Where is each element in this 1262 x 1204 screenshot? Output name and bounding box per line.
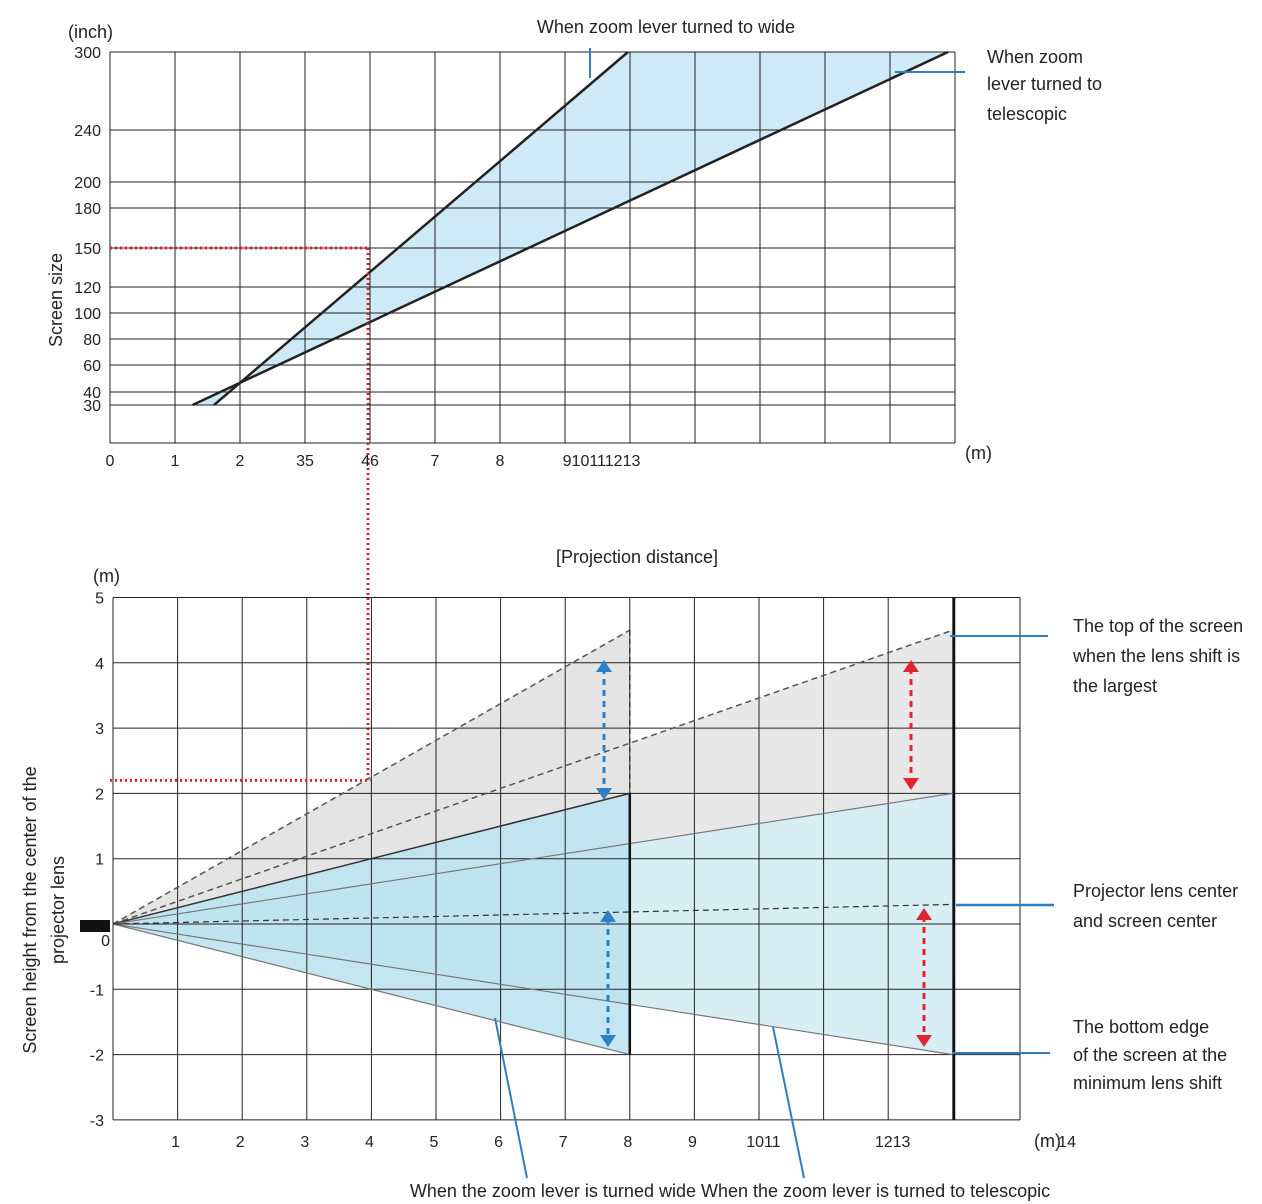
bottom-x-tick-label: 1011 (746, 1134, 781, 1151)
tele-top-shift-arrow-head-up (903, 660, 919, 672)
tele-annotation-line1: When zoom (987, 47, 1083, 67)
bottom-x-tick-label: 8 (623, 1134, 632, 1151)
wide-bottom-edge (112, 923, 630, 1056)
top-y-tick-label: 150 (74, 241, 101, 258)
wide-series-line (213, 51, 629, 406)
top-x-tick-label: 2 (236, 453, 245, 470)
bottom-x-tick-label: 5 (430, 1134, 439, 1151)
top-x-tick-label: 35 (296, 453, 314, 470)
top-y-tick-label: 180 (74, 201, 101, 218)
bottom-y-tick-label: 5 (95, 591, 104, 608)
bottom-y-tick-label: -3 (90, 1113, 104, 1130)
bottom-y-tick-label: -2 (90, 1048, 104, 1065)
bottom-x-unit: (m) (1034, 1131, 1061, 1151)
top-x-tick-label: 7 (431, 453, 440, 470)
wide-top-max-edge (112, 629, 631, 925)
wide-footer-leader (494, 1017, 528, 1179)
bottom-y-tick-label: 4 (95, 656, 104, 673)
bottom-x-tick-label: 3 (300, 1134, 309, 1151)
top-x-unit: (m) (965, 443, 992, 463)
bottom-y-unit: (m) (93, 566, 120, 586)
projector-icon (80, 920, 110, 932)
top-y-tick-label: 240 (74, 123, 101, 140)
center-annotation-line1: Projector lens center (1073, 881, 1238, 901)
top-y-tick-label: 300 (74, 45, 101, 62)
tele-bottom-shift-arrow-head-up (916, 908, 932, 920)
top-y-tick-label: 60 (83, 358, 101, 375)
bottom-y-label-line2: projector lens (48, 856, 68, 964)
bottom-y-tick-label: 2 (95, 786, 104, 803)
top-x-tick-label: 910111213 (563, 453, 641, 470)
top-y-unit: (inch) (68, 22, 113, 42)
tele-series-line (191, 50, 949, 407)
tele-top-max-edge (112, 629, 954, 925)
top-x-tick-label: 0 (106, 453, 115, 470)
top-chart: 0 1 2 35 46 7 8 9101112133002402001801501201008… (46, 17, 1102, 780)
wide-bottom-shift-arrow-head-down (600, 1035, 616, 1047)
tele-top-shift-arrow-head-down (903, 778, 919, 790)
bottom-x-tick-label: 1 (171, 1134, 180, 1151)
bottom-y-label-line1: Screen height from the center of the (20, 766, 40, 1053)
bottom-y-tick-label: 0 (101, 933, 110, 950)
bottom-x-tick-label: 1213 (875, 1134, 911, 1151)
bottom-x-tick-label: 2 (236, 1134, 245, 1151)
wide-annotation: When zoom lever turned to wide (537, 17, 795, 37)
top-y-tick-label: 80 (83, 332, 101, 349)
top-x-label: [Projection distance] (556, 547, 718, 567)
top-y-tick-label: 120 (74, 280, 101, 297)
bottom-x-tick-label: 14 (1058, 1134, 1076, 1151)
tele-annotation-line2: lever turned to (987, 74, 1102, 94)
bottom-x-tick-label: 9 (688, 1134, 697, 1151)
center-annotation-line2: and screen center (1073, 911, 1217, 931)
bottom-y-tick-label: -1 (90, 982, 104, 999)
wide-top-min-edge (112, 792, 630, 925)
wide-top-shift-arrow-head-down (596, 788, 612, 800)
top-annotation-line2: when the lens shift is (1072, 646, 1240, 666)
wide-top-shift-arrow-head-up (596, 660, 612, 672)
tele-top-min-edge (112, 792, 953, 925)
top-x-tick-label: 8 (496, 453, 505, 470)
bottom-annotation-line2: of the screen at the (1073, 1045, 1227, 1065)
bottom-annotation-line3: minimum lens shift (1073, 1073, 1222, 1093)
tele-bottom-edge (112, 923, 953, 1056)
bottom-x-tick-label: 7 (559, 1134, 568, 1151)
bottom-x-tick-label: 6 (494, 1134, 503, 1151)
top-y-tick-label: 100 (74, 306, 101, 323)
top-y-label: Screen size (46, 253, 66, 347)
top-x-tick-label: 1 (171, 453, 180, 470)
top-annotation-line1: The top of the screen (1073, 616, 1243, 636)
top-y-tick-label: 40 (83, 385, 101, 402)
wide-bottom-shift-arrow-head-up (600, 910, 616, 922)
bottom-x-tick-label: 4 (365, 1134, 374, 1151)
center-dashed-line (112, 903, 953, 925)
footer-annotation: When the zoom lever is turned wide When … (410, 1181, 1050, 1201)
top-x-tick-label: 46 (361, 453, 379, 470)
bottom-y-tick-label: 3 (95, 721, 104, 738)
top-annotation-line3: the largest (1073, 676, 1157, 696)
top-y-tick-label: 200 (74, 175, 101, 192)
tele-annotation-line3: telescopic (987, 104, 1067, 124)
tele-footer-leader (772, 1026, 805, 1179)
bottom-annotation-line1: The bottom edge (1073, 1017, 1209, 1037)
bottom-y-tick-label: 1 (95, 852, 104, 869)
top-y-tick-label: 30 (83, 398, 101, 415)
tele-bottom-shift-arrow-head-down (916, 1035, 932, 1047)
